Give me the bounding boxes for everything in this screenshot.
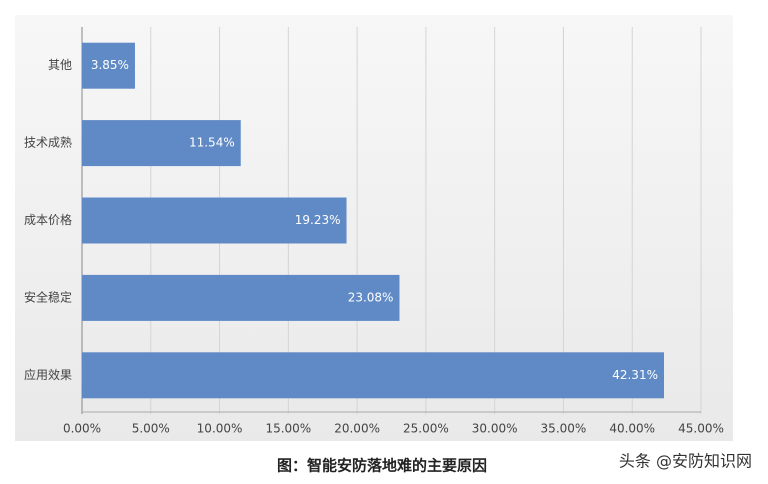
value-label: 11.54% xyxy=(189,136,235,150)
y-tick-label: 应用效果 xyxy=(24,367,72,382)
caption: 图：智能安防落地难的主要原因 xyxy=(277,457,487,475)
value-label: 3.85% xyxy=(91,58,129,72)
value-label: 23.08% xyxy=(348,290,394,304)
x-tick-label: 45.00% xyxy=(678,422,724,436)
y-tick-label: 安全稳定 xyxy=(24,289,72,304)
x-tick-label: 10.00% xyxy=(197,422,243,436)
x-tick-label: 20.00% xyxy=(334,422,380,436)
bar xyxy=(82,42,135,89)
x-tick-label: 5.00% xyxy=(132,422,170,436)
x-tick-label: 30.00% xyxy=(472,422,518,436)
x-tick-label: 25.00% xyxy=(403,422,449,436)
value-label: 19.23% xyxy=(295,213,341,227)
bar xyxy=(82,120,241,167)
x-tick-label: 40.00% xyxy=(609,422,655,436)
x-tick-label: 0.00% xyxy=(63,422,101,436)
y-tick-label: 成本价格 xyxy=(24,212,72,227)
value-label: 42.31% xyxy=(612,368,658,382)
y-tick-label: 其他 xyxy=(48,58,72,72)
x-tick-label: 35.00% xyxy=(541,422,587,436)
x-tick-label: 15.00% xyxy=(265,422,311,436)
bar xyxy=(82,352,664,399)
watermark: 头条 @安防知识网 xyxy=(619,452,752,471)
bar xyxy=(82,197,347,244)
y-tick-label: 技术成熟 xyxy=(24,135,72,150)
bar xyxy=(82,274,400,321)
